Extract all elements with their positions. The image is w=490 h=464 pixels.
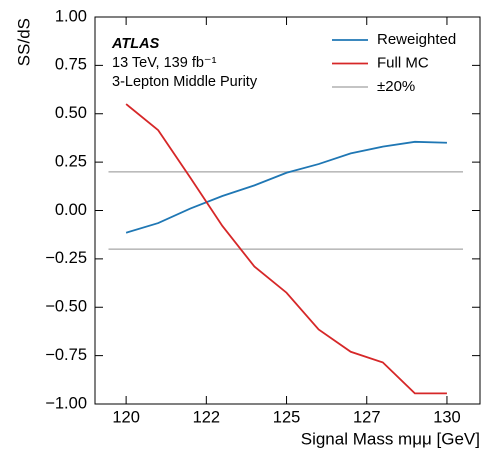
energy-label: 13 TeV, 139 fb⁻¹ — [112, 55, 217, 71]
data-line — [125, 103, 447, 395]
y-tick-label: 1.00 — [55, 7, 87, 25]
data-line — [125, 140, 447, 234]
legend-label: ±20% — [377, 78, 415, 95]
x-tick-label: 125 — [273, 408, 301, 426]
y-tick-label: 0.75 — [55, 56, 87, 74]
legend-label: Reweighted — [377, 31, 456, 48]
y-tick-label: −0.50 — [45, 298, 87, 316]
x-tick-label: 127 — [353, 408, 381, 426]
y-tick-label: 0.50 — [55, 104, 87, 122]
y-tick-label: −0.25 — [45, 249, 87, 267]
y-axis-label: SS/dS — [14, 18, 33, 66]
atlas-label: ATLAS — [111, 36, 160, 52]
y-tick-label: 0.00 — [55, 201, 87, 219]
x-tick-label: 122 — [193, 408, 221, 426]
x-axis-label: Signal Mass mμμ [GeV] — [301, 429, 480, 448]
x-tick-label: 130 — [433, 408, 461, 426]
y-tick-label: 0.25 — [55, 152, 87, 170]
y-tick-label: −1.00 — [45, 394, 87, 412]
x-tick-label: 120 — [112, 408, 140, 426]
y-tick-label: −0.75 — [45, 346, 87, 364]
region-label: 3-Lepton Middle Purity — [112, 74, 258, 90]
legend-label: Full MC — [377, 54, 429, 71]
